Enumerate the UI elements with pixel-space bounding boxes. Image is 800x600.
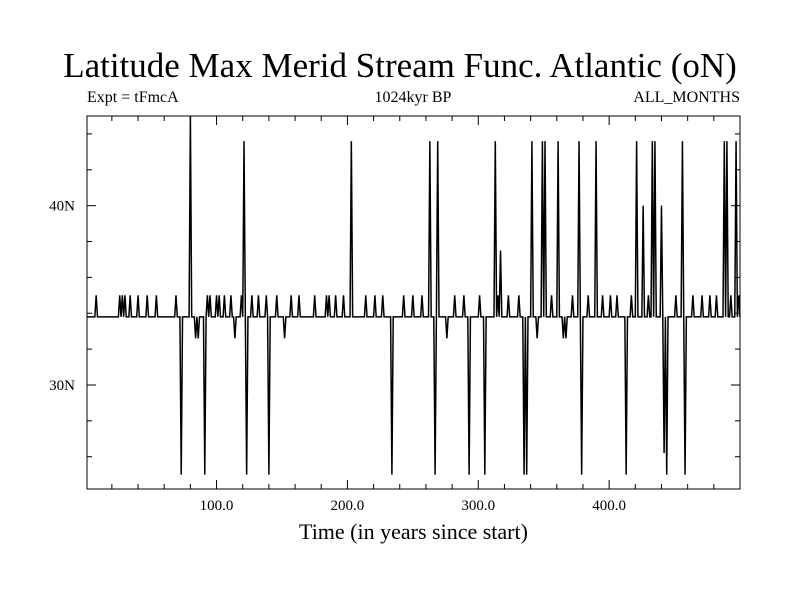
period-label: 1024kyr BP bbox=[374, 89, 452, 106]
experiment-label: Expt = tFmcA bbox=[87, 89, 179, 106]
x-tick-label: 400.0 bbox=[592, 498, 626, 514]
months-label: ALL_MONTHS bbox=[633, 89, 740, 106]
x-axis-label: Time (in years since start) bbox=[299, 519, 528, 544]
y-tick-label: 30N bbox=[49, 378, 75, 394]
series-line bbox=[87, 115, 741, 475]
x-tick-label: 300.0 bbox=[461, 498, 495, 514]
y-tick-label: 40N bbox=[49, 199, 75, 215]
x-tick-label: 100.0 bbox=[200, 498, 234, 514]
x-tick-label: 200.0 bbox=[331, 498, 365, 514]
plot-frame bbox=[86, 115, 741, 490]
chart-title: Latitude Max Merid Stream Func. Atlantic… bbox=[63, 46, 737, 85]
